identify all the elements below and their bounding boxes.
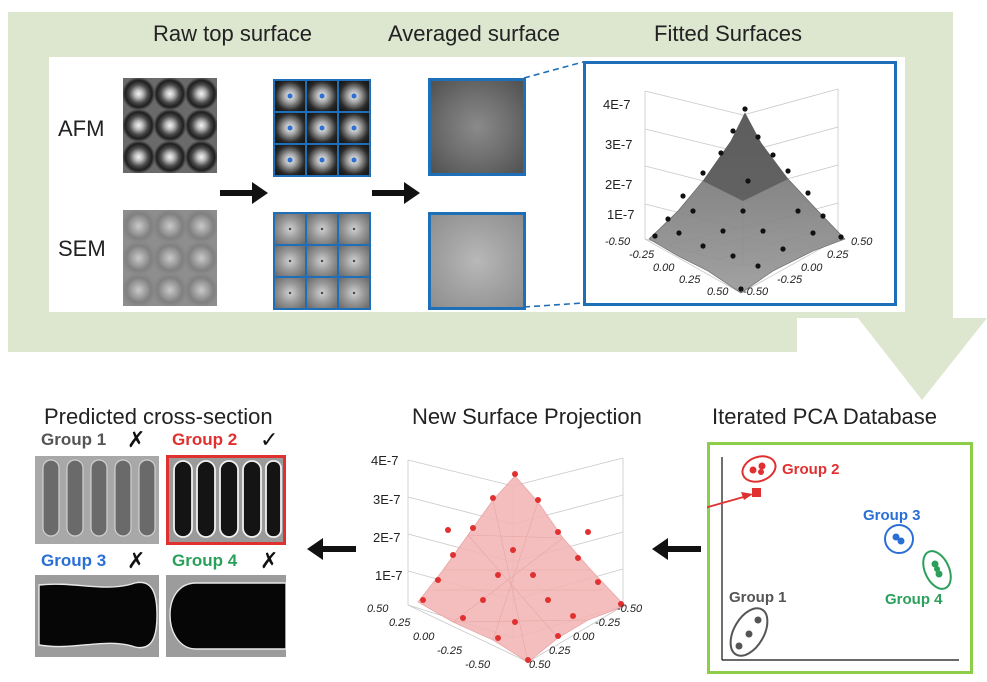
fitted-x-tick: -0.25 — [629, 249, 655, 261]
projection-x-tick: 0.50 — [367, 603, 389, 615]
group-3-cross-section-image — [35, 575, 159, 657]
pca-label-group-2: Group 2 — [782, 461, 840, 478]
projection-z-tick: 4E-7 — [371, 453, 398, 468]
title-fitted-surfaces: Fitted Surfaces — [654, 21, 802, 46]
fitted-z-tick: 1E-7 — [607, 207, 634, 222]
projection-z-tick: 3E-7 — [373, 492, 400, 507]
group-1-cross-section-image — [35, 456, 159, 544]
fitted-surface-plot: 4E-7 3E-7 2E-7 1E-7 -0.50 -0.25 0.00 0.2… — [583, 61, 897, 306]
fitted-z-tick: 2E-7 — [605, 177, 632, 192]
group-4-mark: ✗ — [260, 548, 279, 573]
group-2-mark: ✓ — [260, 427, 279, 452]
title-iterated-pca-database: Iterated PCA Database — [712, 404, 938, 429]
sem-grid-tiles — [273, 212, 371, 310]
fitted-x-tick: 0.50 — [707, 286, 729, 298]
projection-x-tick: -0.25 — [437, 645, 463, 657]
group-4-cross-section-image — [166, 575, 286, 657]
fitted-x-tick: -0.50 — [605, 236, 631, 248]
group-3-mark: ✗ — [127, 548, 146, 573]
row-label-afm: AFM — [58, 116, 105, 141]
fitted-y-tick: -0.25 — [777, 274, 803, 286]
projection-y-tick: 0.25 — [549, 645, 571, 657]
fitted-x-tick: 0.25 — [679, 274, 701, 286]
group-2-cross-section-image — [166, 455, 286, 545]
fitted-z-tick: 3E-7 — [605, 137, 632, 152]
projection-y-tick: -0.50 — [617, 603, 643, 615]
projection-x-tick: 0.00 — [413, 631, 435, 643]
fitted-z-tick: 4E-7 — [603, 97, 630, 112]
sem-raw-image — [123, 210, 217, 306]
afm-averaged-image — [428, 78, 526, 176]
pca-label-group-3: Group 3 — [863, 507, 921, 524]
afm-grid-tiles — [273, 79, 371, 177]
projection-y-tick: -0.25 — [595, 617, 621, 629]
group-2-label: Group 2 — [172, 430, 238, 449]
fitted-y-tick: 0.25 — [827, 249, 849, 261]
title-predicted-cross-section: Predicted cross-section — [44, 404, 273, 429]
projection-x-tick: -0.50 — [465, 659, 491, 671]
fitted-y-tick: -0.50 — [743, 286, 769, 298]
afm-raw-image — [123, 78, 217, 173]
pca-label-group-1: Group 1 — [729, 589, 787, 606]
group-3-label: Group 3 — [41, 551, 107, 570]
group-1-mark: ✗ — [127, 427, 146, 452]
projection-z-tick: 2E-7 — [373, 530, 400, 545]
sem-averaged-image — [428, 212, 526, 310]
group-1-label: Group 1 — [41, 430, 107, 449]
projection-x-tick: 0.25 — [389, 617, 411, 629]
projection-surface-plot: 4E-7 3E-7 2E-7 1E-7 0.50 0.25 0.00 -0.25… — [367, 453, 643, 671]
group-4-label: Group 4 — [172, 551, 238, 570]
title-new-surface-projection: New Surface Projection — [412, 404, 642, 429]
fitted-y-tick: 0.00 — [801, 262, 823, 274]
row-label-sem: SEM — [58, 236, 106, 261]
projection-z-tick: 1E-7 — [375, 568, 402, 583]
pca-database-plot: Group 2 Group 3 Group 4 Group 1 — [707, 442, 973, 674]
title-averaged-surface: Averaged surface — [388, 21, 561, 46]
projection-y-tick: 0.50 — [529, 659, 551, 671]
pca-label-group-4: Group 4 — [885, 591, 943, 608]
projection-y-tick: 0.00 — [573, 631, 595, 643]
title-raw-top-surface: Raw top surface — [153, 21, 312, 46]
fitted-x-tick: 0.00 — [653, 262, 675, 274]
fitted-y-tick: 0.50 — [851, 236, 873, 248]
